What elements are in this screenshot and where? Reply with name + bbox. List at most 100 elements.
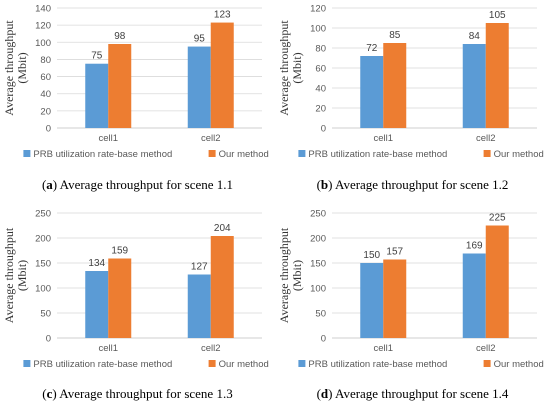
data-label-c-series2-cell2: 204 bbox=[214, 223, 231, 234]
y-axis-label-d-1: Average throughput bbox=[277, 227, 291, 323]
caption-a: (a) Average throughput for scene 1.1 bbox=[41, 177, 234, 192]
y-axis-label-b-2: (Mbit) bbox=[290, 52, 304, 83]
ytick-label-b-100: 100 bbox=[310, 24, 326, 35]
chart-svg-b: 0 20 40 60 80 100 120 Average throughput (Mbit) 7… bbox=[277, 4, 544, 161]
xtick-label-b-cell1: cell1 bbox=[373, 133, 393, 144]
bar-c-series1-cell1 bbox=[85, 271, 109, 338]
y-axis-label-a-2: (Mbit) bbox=[15, 52, 29, 83]
bar-d-series2-cell1 bbox=[383, 259, 407, 338]
chart-panel-b: 0 20 40 60 80 100 120 Average throughput (Mbit) 7… bbox=[275, 0, 550, 204]
ytick-label-b-120: 120 bbox=[310, 4, 326, 15]
data-label-d-series1-cell1: 150 bbox=[363, 250, 380, 261]
ytick-label-b-40: 40 bbox=[315, 84, 326, 95]
bar-a-series1-cell1 bbox=[85, 63, 109, 128]
bar-d-series2-cell2 bbox=[485, 225, 509, 338]
y-axis-label-a-1: Average throughput bbox=[2, 20, 16, 116]
xtick-label-d-cell2: cell2 bbox=[476, 343, 496, 354]
ytick-label-b-20: 20 bbox=[315, 104, 326, 115]
ytick-label-a-60: 60 bbox=[40, 72, 51, 83]
bar-a-series2-cell1 bbox=[108, 44, 132, 128]
data-label-d-series2-cell2: 225 bbox=[489, 213, 506, 224]
ytick-label-b-80: 80 bbox=[315, 44, 326, 55]
bar-a-series1-cell2 bbox=[187, 46, 211, 129]
ytick-label-a-20: 20 bbox=[40, 106, 51, 117]
chart-svg-d: 0 50 100 150 200 250 Average throughput (Mbit) 1… bbox=[277, 209, 544, 371]
data-label-b-series1-cell1: 72 bbox=[366, 43, 378, 54]
legend-label-b-1: PRB utilization rate-base method bbox=[308, 149, 447, 160]
legend-swatch-c-1 bbox=[23, 360, 31, 367]
data-label-b-series2-cell1: 85 bbox=[389, 30, 401, 41]
legend-swatch-c-2 bbox=[208, 360, 216, 367]
ytick-label-b-60: 60 bbox=[315, 64, 326, 75]
ytick-label-c-150: 150 bbox=[35, 259, 51, 270]
xtick-label-c-cell2: cell2 bbox=[201, 343, 221, 354]
legend-label-d-2: Our method bbox=[494, 359, 544, 370]
bar-b-series1-cell2 bbox=[462, 44, 486, 128]
xtick-label-c-cell1: cell1 bbox=[98, 343, 118, 354]
bar-a-series2-cell2 bbox=[210, 22, 234, 129]
ytick-label-b-0: 0 bbox=[321, 124, 326, 135]
ytick-label-c-250: 250 bbox=[35, 209, 51, 220]
ytick-label-a-0: 0 bbox=[46, 124, 51, 135]
legend-swatch-b-2 bbox=[483, 150, 491, 157]
chart-svg-a: 0 20 40 60 80 100 120 140 Average throughput (Mbi… bbox=[2, 4, 269, 161]
ytick-label-d-100: 100 bbox=[310, 284, 326, 295]
ytick-label-d-50: 50 bbox=[315, 309, 326, 320]
legend-label-a-1: PRB utilization rate-base method bbox=[33, 149, 172, 160]
legend-swatch-d-2 bbox=[483, 360, 491, 367]
bar-d-series1-cell2 bbox=[462, 253, 486, 338]
data-label-c-series1-cell2: 127 bbox=[191, 262, 208, 273]
ytick-label-c-200: 200 bbox=[35, 234, 51, 245]
data-label-c-series2-cell1: 159 bbox=[111, 246, 128, 257]
ytick-label-d-250: 250 bbox=[310, 209, 326, 220]
xtick-label-d-cell1: cell1 bbox=[373, 343, 393, 354]
ytick-label-a-40: 40 bbox=[40, 89, 51, 100]
ytick-label-d-200: 200 bbox=[310, 234, 326, 245]
ytick-label-c-0: 0 bbox=[46, 334, 51, 345]
xtick-label-a-cell1: cell1 bbox=[98, 133, 118, 144]
data-label-a-series2-cell1: 98 bbox=[114, 31, 126, 42]
ytick-label-c-100: 100 bbox=[35, 284, 51, 295]
bar-d-series1-cell1 bbox=[360, 263, 384, 338]
caption-d: (d) Average throughput for scene 1.4 bbox=[316, 386, 509, 401]
data-label-a-series1-cell2: 95 bbox=[194, 34, 206, 45]
chart-panel-c: 0 50 100 150 200 250 Average throughput (Mbit) 1… bbox=[0, 204, 275, 408]
legend-swatch-d-1 bbox=[298, 360, 306, 367]
data-label-c-series1-cell1: 134 bbox=[88, 258, 105, 269]
chart-panel-d: 0 50 100 150 200 250 Average throughput (Mbit) 1… bbox=[275, 204, 550, 408]
ytick-label-d-150: 150 bbox=[310, 259, 326, 270]
legend-label-a-2: Our method bbox=[219, 149, 269, 160]
ytick-label-a-100: 100 bbox=[35, 38, 51, 49]
chart-panel-a: 0 20 40 60 80 100 120 140 Average throughput (Mbi… bbox=[0, 0, 275, 204]
data-label-b-series2-cell2: 105 bbox=[489, 10, 506, 21]
xtick-label-b-cell2: cell2 bbox=[476, 133, 496, 144]
data-label-b-series1-cell2: 84 bbox=[469, 31, 481, 42]
xtick-label-a-cell2: cell2 bbox=[201, 133, 221, 144]
legend-swatch-b-1 bbox=[298, 150, 306, 157]
y-axis-label-c-1: Average throughput bbox=[2, 227, 16, 323]
ytick-label-a-120: 120 bbox=[35, 21, 51, 32]
legend-label-c-1: PRB utilization rate-base method bbox=[33, 359, 172, 370]
bar-b-series1-cell1 bbox=[360, 56, 384, 128]
caption-c: (c) Average throughput for scene 1.3 bbox=[42, 386, 233, 401]
legend-label-b-2: Our method bbox=[494, 149, 544, 160]
data-label-d-series2-cell1: 157 bbox=[386, 247, 403, 258]
y-axis-label-d-2: (Mbit) bbox=[290, 260, 304, 291]
bar-c-series1-cell2 bbox=[187, 274, 211, 338]
data-label-a-series2-cell2: 123 bbox=[214, 10, 231, 21]
caption-b: (b) Average throughput for scene 1.2 bbox=[316, 177, 509, 192]
ytick-label-d-0: 0 bbox=[321, 334, 326, 345]
ytick-label-a-140: 140 bbox=[35, 4, 51, 15]
legend-swatch-a-1 bbox=[23, 150, 31, 157]
ytick-label-a-80: 80 bbox=[40, 55, 51, 66]
legend-swatch-a-2 bbox=[208, 150, 216, 157]
data-label-a-series1-cell1: 75 bbox=[91, 51, 103, 62]
bar-b-series2-cell2 bbox=[485, 23, 509, 128]
y-axis-label-b-1: Average throughput bbox=[277, 20, 291, 116]
legend-label-d-1: PRB utilization rate-base method bbox=[308, 359, 447, 370]
legend-label-c-2: Our method bbox=[219, 359, 269, 370]
chart-svg-c: 0 50 100 150 200 250 Average throughput (Mbit) 1… bbox=[2, 209, 269, 371]
y-axis-label-c-2: (Mbit) bbox=[15, 260, 29, 291]
bar-c-series2-cell1 bbox=[108, 258, 132, 338]
data-label-d-series1-cell2: 169 bbox=[466, 241, 483, 252]
